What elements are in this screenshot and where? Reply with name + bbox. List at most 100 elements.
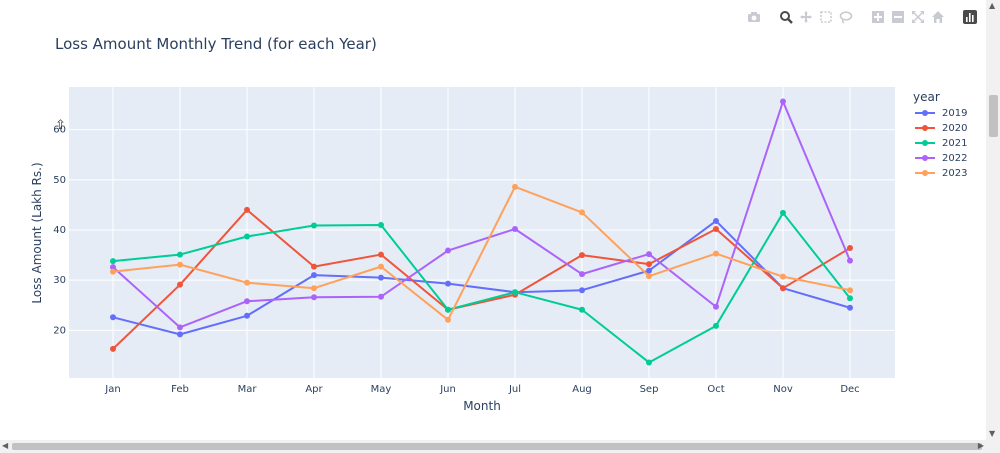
camera-icon[interactable] xyxy=(746,9,762,25)
data-point[interactable] xyxy=(110,345,116,352)
data-point[interactable] xyxy=(378,274,384,281)
legend-title: year xyxy=(913,90,940,104)
data-point[interactable] xyxy=(512,225,518,232)
data-point[interactable] xyxy=(378,263,384,270)
data-point[interactable] xyxy=(311,285,317,292)
data-point[interactable] xyxy=(177,261,183,268)
data-point[interactable] xyxy=(378,293,384,300)
data-point[interactable] xyxy=(445,280,451,287)
data-point[interactable] xyxy=(579,252,585,259)
x-tick-label: Sep xyxy=(640,384,659,395)
legend-item-2020[interactable]: 2020 xyxy=(915,123,967,134)
scroll-down-arrow-icon[interactable]: ▼ xyxy=(989,429,996,438)
legend-label: 2019 xyxy=(942,108,967,119)
data-point[interactable] xyxy=(244,279,250,286)
data-point[interactable] xyxy=(579,271,585,278)
data-point[interactable] xyxy=(780,285,786,292)
pan-icon[interactable] xyxy=(798,9,814,25)
legend-item-2021[interactable]: 2021 xyxy=(915,138,967,149)
horizontal-scrollbar[interactable]: ◀ ▶ xyxy=(0,440,1000,453)
data-point[interactable] xyxy=(579,209,585,216)
data-point[interactable] xyxy=(713,303,719,310)
scroll-left-arrow-icon[interactable]: ◀ xyxy=(2,441,9,450)
data-point[interactable] xyxy=(713,217,719,224)
vertical-scrollbar[interactable]: ▲ ▼ xyxy=(986,0,1000,440)
data-point[interactable] xyxy=(244,233,250,240)
vertical-scrollbar-thumb[interactable] xyxy=(989,95,998,137)
x-tick-label: Jul xyxy=(508,384,521,395)
data-point[interactable] xyxy=(713,322,719,329)
data-point[interactable] xyxy=(847,287,853,294)
box-select-icon[interactable] xyxy=(818,9,834,25)
scroll-up-arrow-icon[interactable]: ▲ xyxy=(989,1,996,10)
series-line[interactable] xyxy=(112,219,851,336)
data-point[interactable] xyxy=(378,221,384,228)
data-point[interactable] xyxy=(378,251,384,258)
data-point[interactable] xyxy=(177,331,183,338)
series-line[interactable] xyxy=(112,100,851,329)
series-2022[interactable] xyxy=(110,98,853,331)
data-point[interactable] xyxy=(110,268,116,275)
data-point[interactable] xyxy=(110,258,116,265)
data-point[interactable] xyxy=(110,264,116,271)
legend-item-2023[interactable]: 2023 xyxy=(915,168,967,179)
scroll-right-arrow-icon[interactable]: ▶ xyxy=(977,441,984,450)
data-point[interactable] xyxy=(110,314,116,321)
zoom-out-icon[interactable] xyxy=(890,9,906,25)
data-point[interactable] xyxy=(646,267,652,274)
data-point[interactable] xyxy=(311,272,317,279)
data-point[interactable] xyxy=(646,261,652,268)
axis-layer: Jan Feb Mar Apr May Jun Jul Aug Sep Oct Nov Dec 20 30… xyxy=(53,125,859,395)
data-point[interactable] xyxy=(646,359,652,366)
legend[interactable]: year 2019 2020 2021 2022 2023 xyxy=(913,90,967,179)
data-point[interactable] xyxy=(713,250,719,257)
data-point[interactable] xyxy=(847,257,853,264)
series-2023[interactable] xyxy=(110,183,853,323)
data-point[interactable] xyxy=(847,295,853,302)
data-point[interactable] xyxy=(445,306,451,313)
data-point[interactable] xyxy=(579,287,585,294)
data-point[interactable] xyxy=(780,273,786,280)
series-line[interactable] xyxy=(112,185,851,321)
data-point[interactable] xyxy=(177,281,183,288)
x-tick-label: Jan xyxy=(104,384,120,395)
data-point[interactable] xyxy=(311,222,317,229)
legend-marker xyxy=(922,125,928,131)
data-point[interactable] xyxy=(512,183,518,190)
data-point[interactable] xyxy=(244,298,250,305)
lasso-select-icon[interactable] xyxy=(838,9,854,25)
data-point[interactable] xyxy=(177,251,183,258)
data-point[interactable] xyxy=(847,304,853,311)
legend-marker xyxy=(922,170,928,176)
zoom-in-icon[interactable] xyxy=(870,9,886,25)
data-point[interactable] xyxy=(579,306,585,313)
legend-label: 2021 xyxy=(942,138,967,149)
autoscale-icon[interactable] xyxy=(910,9,926,25)
series-2021[interactable] xyxy=(110,209,853,366)
data-point[interactable] xyxy=(445,316,451,323)
data-point[interactable] xyxy=(311,263,317,270)
y-tick-label: 30 xyxy=(53,275,66,286)
data-point[interactable] xyxy=(646,251,652,258)
x-tick-label: Apr xyxy=(305,384,323,395)
zoom-icon[interactable] xyxy=(778,9,794,25)
series-line[interactable] xyxy=(112,211,851,364)
data-point[interactable] xyxy=(713,225,719,232)
data-point[interactable] xyxy=(646,273,652,280)
data-point[interactable] xyxy=(847,245,853,252)
data-point[interactable] xyxy=(177,324,183,331)
data-point[interactable] xyxy=(311,294,317,301)
legend-item-2022[interactable]: 2022 xyxy=(915,153,967,164)
modebar xyxy=(746,9,978,25)
plotly-logo-icon[interactable] xyxy=(962,9,978,25)
data-point[interactable] xyxy=(780,209,786,216)
data-point[interactable] xyxy=(512,289,518,296)
data-point[interactable] xyxy=(445,247,451,254)
horizontal-scrollbar-thumb[interactable] xyxy=(12,443,982,450)
series-line[interactable] xyxy=(112,208,851,350)
data-point[interactable] xyxy=(244,206,250,213)
legend-item-2019[interactable]: 2019 xyxy=(915,108,967,119)
data-point[interactable] xyxy=(780,98,786,105)
reset-axes-icon[interactable] xyxy=(930,9,946,25)
data-point[interactable] xyxy=(244,312,250,319)
